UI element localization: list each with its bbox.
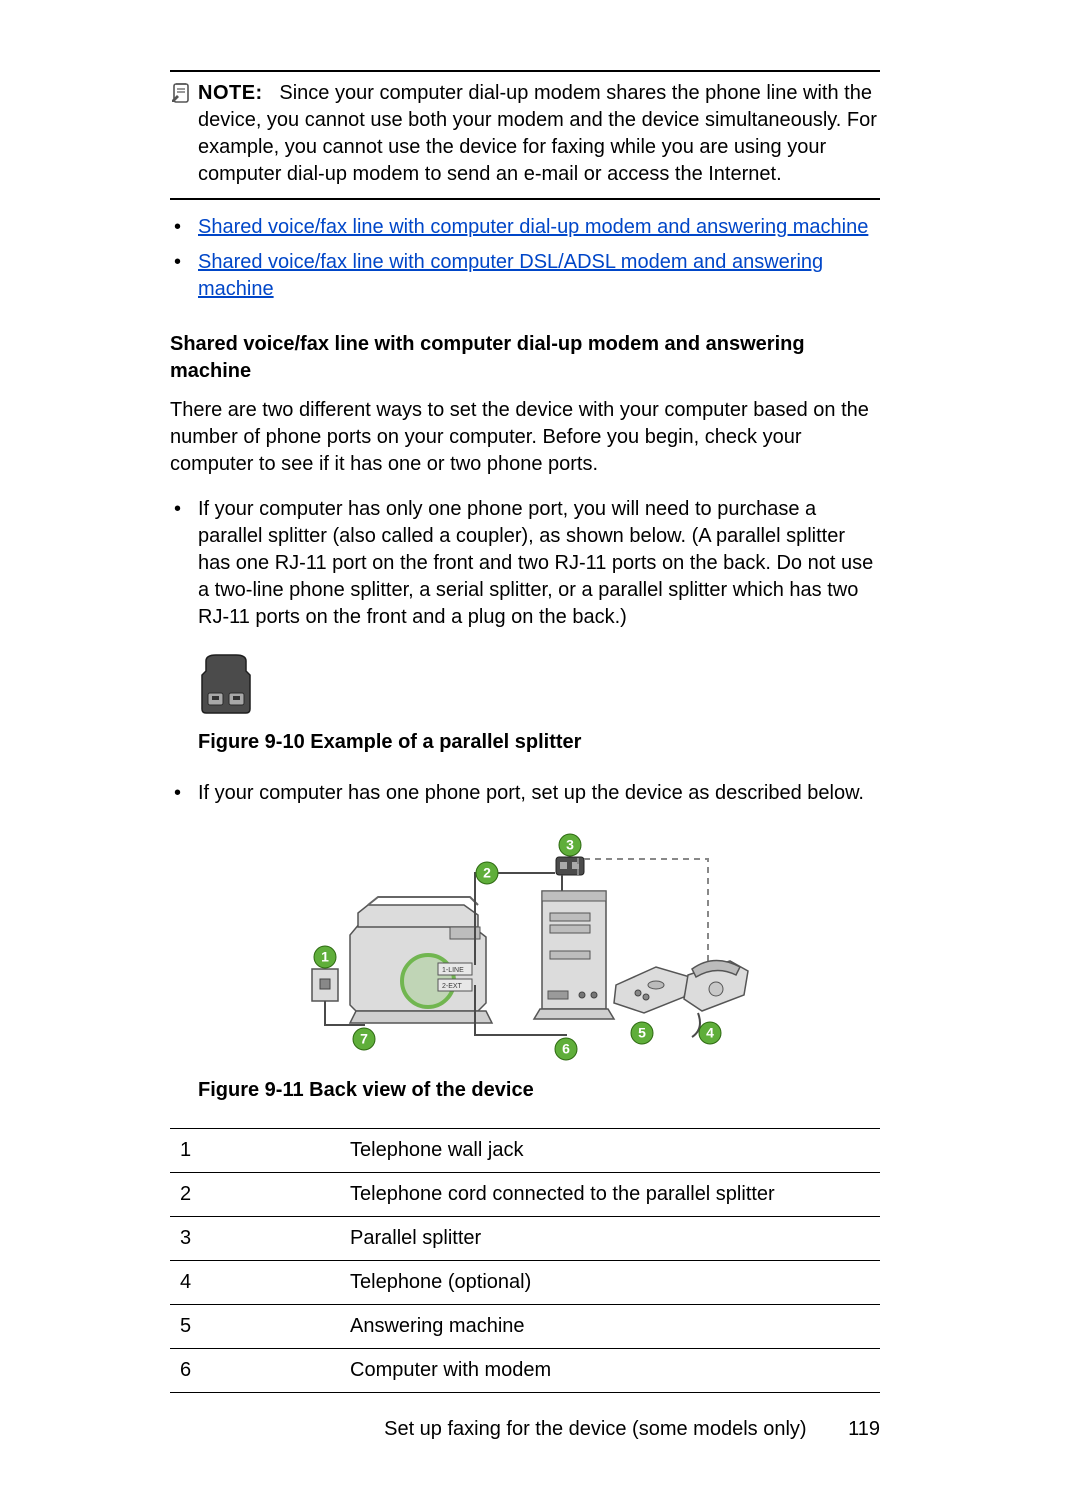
note-icon <box>170 80 198 188</box>
bullet-list-2: If your computer has one phone port, set… <box>170 780 880 807</box>
table-cell-desc: Parallel splitter <box>340 1217 880 1261</box>
note-prefix: NOTE: <box>198 82 263 104</box>
table-cell-desc: Telephone wall jack <box>340 1129 880 1173</box>
bullet-setup-described: If your computer has one phone port, set… <box>198 780 880 807</box>
diagram-marker-5: 5 <box>631 1022 653 1044</box>
bullet-list-1: If your computer has only one phone port… <box>170 496 880 631</box>
table-row: 6 Computer with modem <box>170 1349 880 1393</box>
table-row: 4 Telephone (optional) <box>170 1261 880 1305</box>
table-cell-num: 3 <box>170 1217 340 1261</box>
link-item-2: Shared voice/fax line with computer DSL/… <box>198 249 880 303</box>
svg-text:6: 6 <box>562 1041 570 1057</box>
svg-text:2: 2 <box>483 865 491 881</box>
table-row: 5 Answering machine <box>170 1305 880 1349</box>
diagram-marker-4: 4 <box>699 1022 721 1044</box>
figure-device-caption: Figure 9-11 Back view of the device <box>198 1077 880 1104</box>
port-label-1-line: 1-LINE <box>442 967 464 974</box>
svg-text:7: 7 <box>360 1031 368 1047</box>
document-page: NOTE: Since your computer dial-up modem … <box>0 0 1080 1495</box>
svg-text:1: 1 <box>321 949 329 965</box>
table-cell-desc: Computer with modem <box>340 1349 880 1393</box>
diagram-marker-7: 7 <box>353 1028 375 1050</box>
table-cell-num: 6 <box>170 1349 340 1393</box>
diagram-marker-1: 1 <box>314 946 336 968</box>
table-row: 1 Telephone wall jack <box>170 1129 880 1173</box>
intro-paragraph: There are two different ways to set the … <box>170 397 880 478</box>
link-dialup-answering[interactable]: Shared voice/fax line with computer dial… <box>198 216 868 238</box>
note-body: Since your computer dial-up modem shares… <box>198 82 877 185</box>
table-cell-desc: Telephone cord connected to the parallel… <box>340 1173 880 1217</box>
section-heading: Shared voice/fax line with computer dial… <box>170 331 880 385</box>
table-cell-num: 5 <box>170 1305 340 1349</box>
table-cell-num: 2 <box>170 1173 340 1217</box>
bullet-one-phone-port: If your computer has only one phone port… <box>198 496 880 631</box>
table-cell-num: 1 <box>170 1129 340 1173</box>
page-number: 119 <box>848 1418 880 1440</box>
link-item-1: Shared voice/fax line with computer dial… <box>198 214 880 241</box>
note-text: NOTE: Since your computer dial-up modem … <box>198 80 880 188</box>
table-cell-num: 4 <box>170 1261 340 1305</box>
footer-text: Set up faxing for the device (some model… <box>384 1418 806 1440</box>
table-cell-desc: Answering machine <box>340 1305 880 1349</box>
figure-device-diagram: 1-LINE 2-EXT <box>300 833 750 1063</box>
note-callout: NOTE: Since your computer dial-up modem … <box>170 70 880 200</box>
table-cell-desc: Telephone (optional) <box>340 1261 880 1305</box>
port-label-2-ext: 2-EXT <box>442 983 463 990</box>
svg-text:3: 3 <box>566 837 574 853</box>
link-list: Shared voice/fax line with computer dial… <box>170 214 880 303</box>
link-dsl-adsl-answering[interactable]: Shared voice/fax line with computer DSL/… <box>198 251 823 300</box>
page-footer: Set up faxing for the device (some model… <box>170 1416 880 1443</box>
diagram-marker-6: 6 <box>555 1038 577 1060</box>
svg-text:5: 5 <box>638 1025 646 1041</box>
reference-table: 1 Telephone wall jack 2 Telephone cord c… <box>170 1128 880 1393</box>
diagram-marker-2: 2 <box>476 862 498 884</box>
diagram-marker-3: 3 <box>559 834 581 856</box>
figure-splitter-caption: Figure 9-10 Example of a parallel splitt… <box>198 729 880 756</box>
svg-text:4: 4 <box>706 1025 714 1041</box>
table-row: 2 Telephone cord connected to the parall… <box>170 1173 880 1217</box>
figure-splitter-image <box>198 653 254 715</box>
table-row: 3 Parallel splitter <box>170 1217 880 1261</box>
